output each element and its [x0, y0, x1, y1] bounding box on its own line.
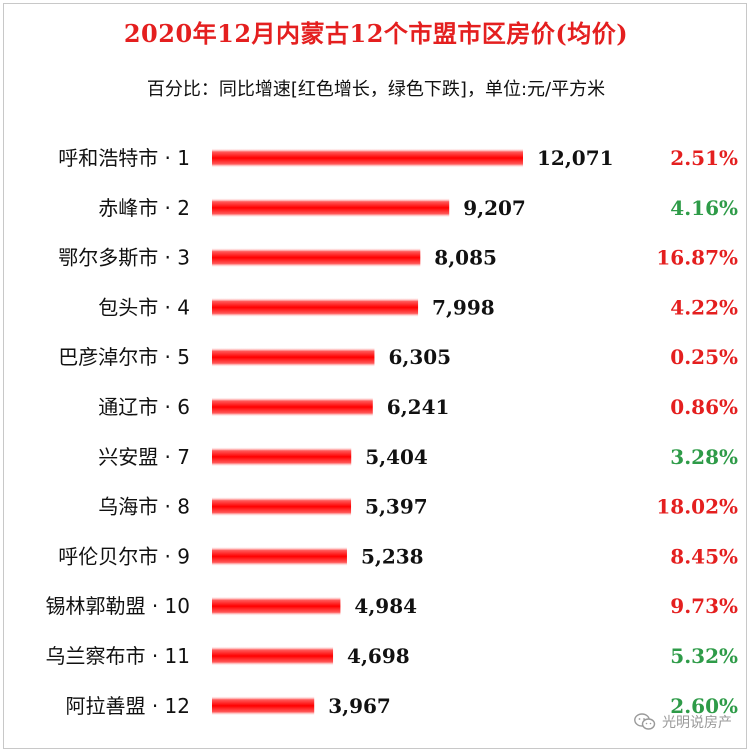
value-label: 5,238 — [361, 544, 424, 568]
value-label: 6,241 — [387, 395, 450, 419]
value-label: 12,071 — [537, 146, 614, 170]
category-label: 巴彦淖尔市 · 5 — [58, 345, 190, 369]
category-label: 乌海市 · 8 — [98, 495, 190, 519]
yoy-growth-label: 2.60% — [670, 694, 738, 718]
bar — [212, 696, 315, 716]
yoy-growth-label: 9.73% — [670, 594, 738, 618]
bar — [212, 297, 419, 317]
bar — [212, 198, 450, 218]
bar — [212, 646, 334, 666]
value-label: 4,698 — [347, 644, 410, 668]
category-label: 包头市 · 4 — [98, 295, 190, 319]
watermark-text: 光明说房产 — [662, 715, 732, 731]
category-label: 通辽市 · 6 — [98, 395, 190, 419]
bar — [212, 546, 347, 566]
yoy-growth-label: 16.87% — [656, 246, 738, 270]
category-label: 呼和浩特市 · 1 — [58, 146, 190, 170]
yoy-growth-label: 0.25% — [670, 345, 738, 369]
bar — [212, 148, 523, 168]
category-label: 兴安盟 · 7 — [98, 445, 190, 469]
bars-group: 呼和浩特市 · 1 12,071 2.51% 赤峰市 · 2 9,207 4.16% 鄂尔多… — [45, 146, 738, 718]
bar — [212, 248, 421, 268]
value-label: 3,967 — [328, 694, 391, 718]
value-label: 9,207 — [463, 196, 526, 220]
yoy-growth-label: 4.22% — [670, 295, 738, 319]
yoy-growth-label: 5.32% — [670, 644, 738, 668]
value-label: 4,984 — [354, 594, 417, 618]
bar — [212, 397, 373, 417]
category-label: 锡林郭勒盟 · 10 — [45, 594, 190, 618]
value-label: 5,404 — [365, 445, 428, 469]
bar — [212, 447, 352, 467]
chart-frame — [3, 3, 747, 749]
category-label: 阿拉善盟 · 12 — [65, 694, 190, 718]
yoy-growth-label: 18.02% — [656, 495, 738, 519]
category-label: 鄂尔多斯市 · 3 — [58, 246, 190, 270]
yoy-growth-label: 4.16% — [670, 196, 738, 220]
value-label: 7,998 — [432, 295, 495, 319]
yoy-growth-label: 0.86% — [670, 395, 738, 419]
bar — [212, 347, 375, 367]
category-label: 呼伦贝尔市 · 9 — [58, 544, 190, 568]
yoy-growth-label: 8.45% — [670, 544, 738, 568]
bar — [212, 497, 352, 517]
yoy-growth-label: 3.28% — [670, 445, 738, 469]
chart-title: 2020年12月内蒙古12个市盟市区房价(均价) — [123, 19, 629, 48]
value-label: 8,085 — [434, 246, 497, 270]
category-label: 乌兰察布市 · 11 — [45, 644, 190, 668]
value-label: 5,397 — [365, 495, 428, 519]
wechat-icon — [634, 713, 656, 730]
value-label: 6,305 — [388, 345, 451, 369]
chart-subtitle: 百分比：同比增速[红色增长，绿色下跌]，单位:元/平方米 — [146, 79, 606, 100]
category-label: 赤峰市 · 2 — [98, 196, 190, 220]
yoy-growth-label: 2.51% — [670, 146, 738, 170]
bar — [212, 596, 341, 616]
watermark: 光明说房产 — [634, 712, 732, 732]
